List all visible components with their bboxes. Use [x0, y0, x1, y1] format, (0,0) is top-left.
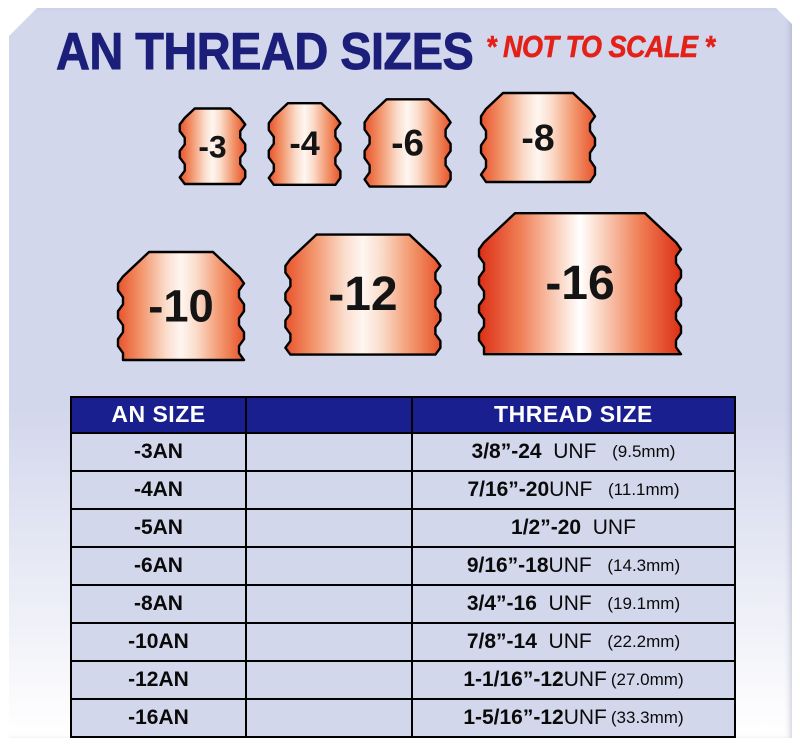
- svg-text:-8: -8: [521, 117, 554, 159]
- svg-text:-6: -6: [391, 122, 424, 163]
- svg-text:-3: -3: [198, 128, 226, 164]
- svg-text:-10: -10: [148, 281, 214, 332]
- svg-text:-12: -12: [328, 268, 397, 321]
- svg-text:-4: -4: [289, 125, 319, 163]
- svg-text:-16: -16: [545, 257, 614, 310]
